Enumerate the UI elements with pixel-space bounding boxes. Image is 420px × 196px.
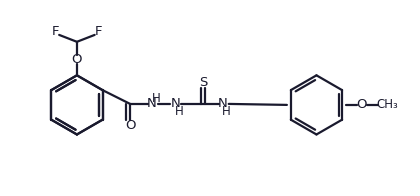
Text: N: N (171, 97, 180, 110)
Text: O: O (125, 119, 135, 132)
Text: CH₃: CH₃ (377, 98, 398, 111)
Text: O: O (357, 98, 367, 111)
Text: H: H (175, 105, 184, 118)
Text: N: N (147, 97, 157, 110)
Text: H: H (151, 93, 160, 105)
Text: F: F (95, 25, 102, 38)
Text: F: F (52, 25, 59, 38)
Text: N: N (218, 97, 228, 110)
Text: H: H (222, 105, 231, 118)
Text: O: O (72, 53, 82, 66)
Text: S: S (199, 76, 207, 89)
